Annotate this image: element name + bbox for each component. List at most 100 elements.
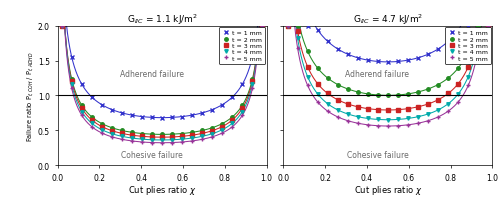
t = 2 mm: [210, 127, 216, 129]
t = 2 mm: [284, 25, 290, 28]
t = 2 mm: [79, 104, 85, 107]
t = 3 mm: [425, 103, 431, 106]
Text: Cohesive failure: Cohesive failure: [120, 150, 182, 159]
t = 1 mm: [334, 49, 340, 51]
t = 2 mm: [486, 25, 492, 28]
t = 5 mm: [99, 132, 105, 135]
t = 1 mm: [199, 112, 205, 115]
t = 3 mm: [334, 99, 340, 102]
t = 3 mm: [455, 83, 461, 85]
t = 3 mm: [99, 126, 105, 128]
t = 5 mm: [250, 88, 256, 90]
t = 3 mm: [89, 119, 95, 122]
t = 1 mm: [139, 116, 145, 118]
t = 5 mm: [345, 120, 351, 122]
t = 1 mm: [345, 54, 351, 56]
t = 2 mm: [435, 84, 441, 86]
t = 3 mm: [345, 103, 351, 106]
t = 1 mm: [365, 60, 371, 62]
X-axis label: Cut plies ratio $\chi$: Cut plies ratio $\chi$: [354, 183, 422, 196]
t = 3 mm: [365, 108, 371, 110]
t = 4 mm: [455, 93, 461, 96]
t = 2 mm: [425, 88, 431, 91]
t = 3 mm: [129, 134, 135, 137]
X-axis label: Cut plies ratio $\chi$: Cut plies ratio $\chi$: [128, 183, 196, 196]
t = 4 mm: [476, 38, 482, 40]
t = 5 mm: [365, 124, 371, 126]
t = 4 mm: [435, 109, 441, 112]
t = 3 mm: [169, 136, 175, 139]
t = 3 mm: [314, 83, 320, 85]
t = 4 mm: [230, 122, 235, 125]
t = 2 mm: [455, 68, 461, 70]
t = 2 mm: [119, 130, 125, 132]
t = 2 mm: [375, 94, 381, 97]
t = 2 mm: [89, 116, 95, 119]
t = 1 mm: [99, 104, 105, 106]
Legend: t = 1 mm, t = 2 mm, t = 3 mm, t = 4 mm, t = 5 mm: t = 1 mm, t = 2 mm, t = 3 mm, t = 4 mm, …: [219, 28, 266, 64]
t = 2 mm: [405, 93, 411, 96]
t = 1 mm: [375, 61, 381, 63]
t = 1 mm: [230, 96, 235, 99]
t = 5 mm: [240, 114, 246, 117]
t = 1 mm: [58, 25, 64, 28]
t = 2 mm: [159, 133, 165, 136]
t = 2 mm: [230, 116, 235, 119]
t = 5 mm: [68, 88, 74, 90]
t = 1 mm: [169, 117, 175, 119]
t = 5 mm: [284, 25, 290, 28]
t = 5 mm: [169, 142, 175, 144]
t = 5 mm: [314, 101, 320, 104]
t = 4 mm: [109, 133, 115, 135]
t = 4 mm: [365, 118, 371, 120]
t = 1 mm: [240, 83, 246, 86]
t = 2 mm: [334, 84, 340, 86]
t = 4 mm: [58, 25, 64, 28]
t = 4 mm: [345, 113, 351, 116]
t = 4 mm: [260, 25, 266, 28]
t = 1 mm: [314, 30, 320, 32]
t = 1 mm: [149, 117, 155, 119]
t = 3 mm: [385, 109, 391, 112]
t = 5 mm: [294, 48, 300, 50]
t = 1 mm: [425, 54, 431, 56]
t = 4 mm: [199, 135, 205, 138]
t = 3 mm: [435, 99, 441, 102]
t = 3 mm: [159, 136, 165, 139]
t = 2 mm: [355, 91, 361, 94]
t = 2 mm: [68, 79, 74, 81]
t = 5 mm: [79, 114, 85, 117]
t = 4 mm: [425, 113, 431, 116]
t = 4 mm: [250, 84, 256, 86]
t = 2 mm: [179, 133, 185, 135]
t = 2 mm: [220, 123, 226, 125]
t = 3 mm: [230, 119, 235, 122]
t = 1 mm: [179, 116, 185, 118]
t = 4 mm: [465, 76, 471, 79]
t = 1 mm: [324, 41, 330, 43]
t = 4 mm: [68, 84, 74, 86]
t = 5 mm: [395, 125, 401, 127]
t = 5 mm: [58, 25, 64, 28]
t = 2 mm: [109, 127, 115, 129]
t = 2 mm: [189, 131, 195, 134]
t = 2 mm: [169, 133, 175, 136]
t = 3 mm: [189, 134, 195, 137]
t = 3 mm: [395, 109, 401, 111]
t = 5 mm: [304, 85, 310, 87]
t = 3 mm: [405, 108, 411, 110]
Line: t = 1 mm: t = 1 mm: [286, 24, 490, 65]
t = 3 mm: [109, 130, 115, 132]
t = 5 mm: [445, 110, 451, 113]
t = 1 mm: [415, 57, 421, 60]
t = 5 mm: [465, 85, 471, 87]
t = 1 mm: [210, 109, 216, 111]
Line: t = 5 mm: t = 5 mm: [60, 24, 264, 145]
Y-axis label: Failure ratio P$_{f,COH}$ / P$_{f,ADHD}$: Failure ratio P$_{f,COH}$ / P$_{f,ADHD}$: [25, 51, 35, 141]
t = 5 mm: [355, 122, 361, 125]
t = 3 mm: [79, 108, 85, 110]
t = 1 mm: [220, 104, 226, 106]
t = 5 mm: [119, 138, 125, 141]
t = 4 mm: [79, 111, 85, 113]
t = 3 mm: [179, 135, 185, 138]
